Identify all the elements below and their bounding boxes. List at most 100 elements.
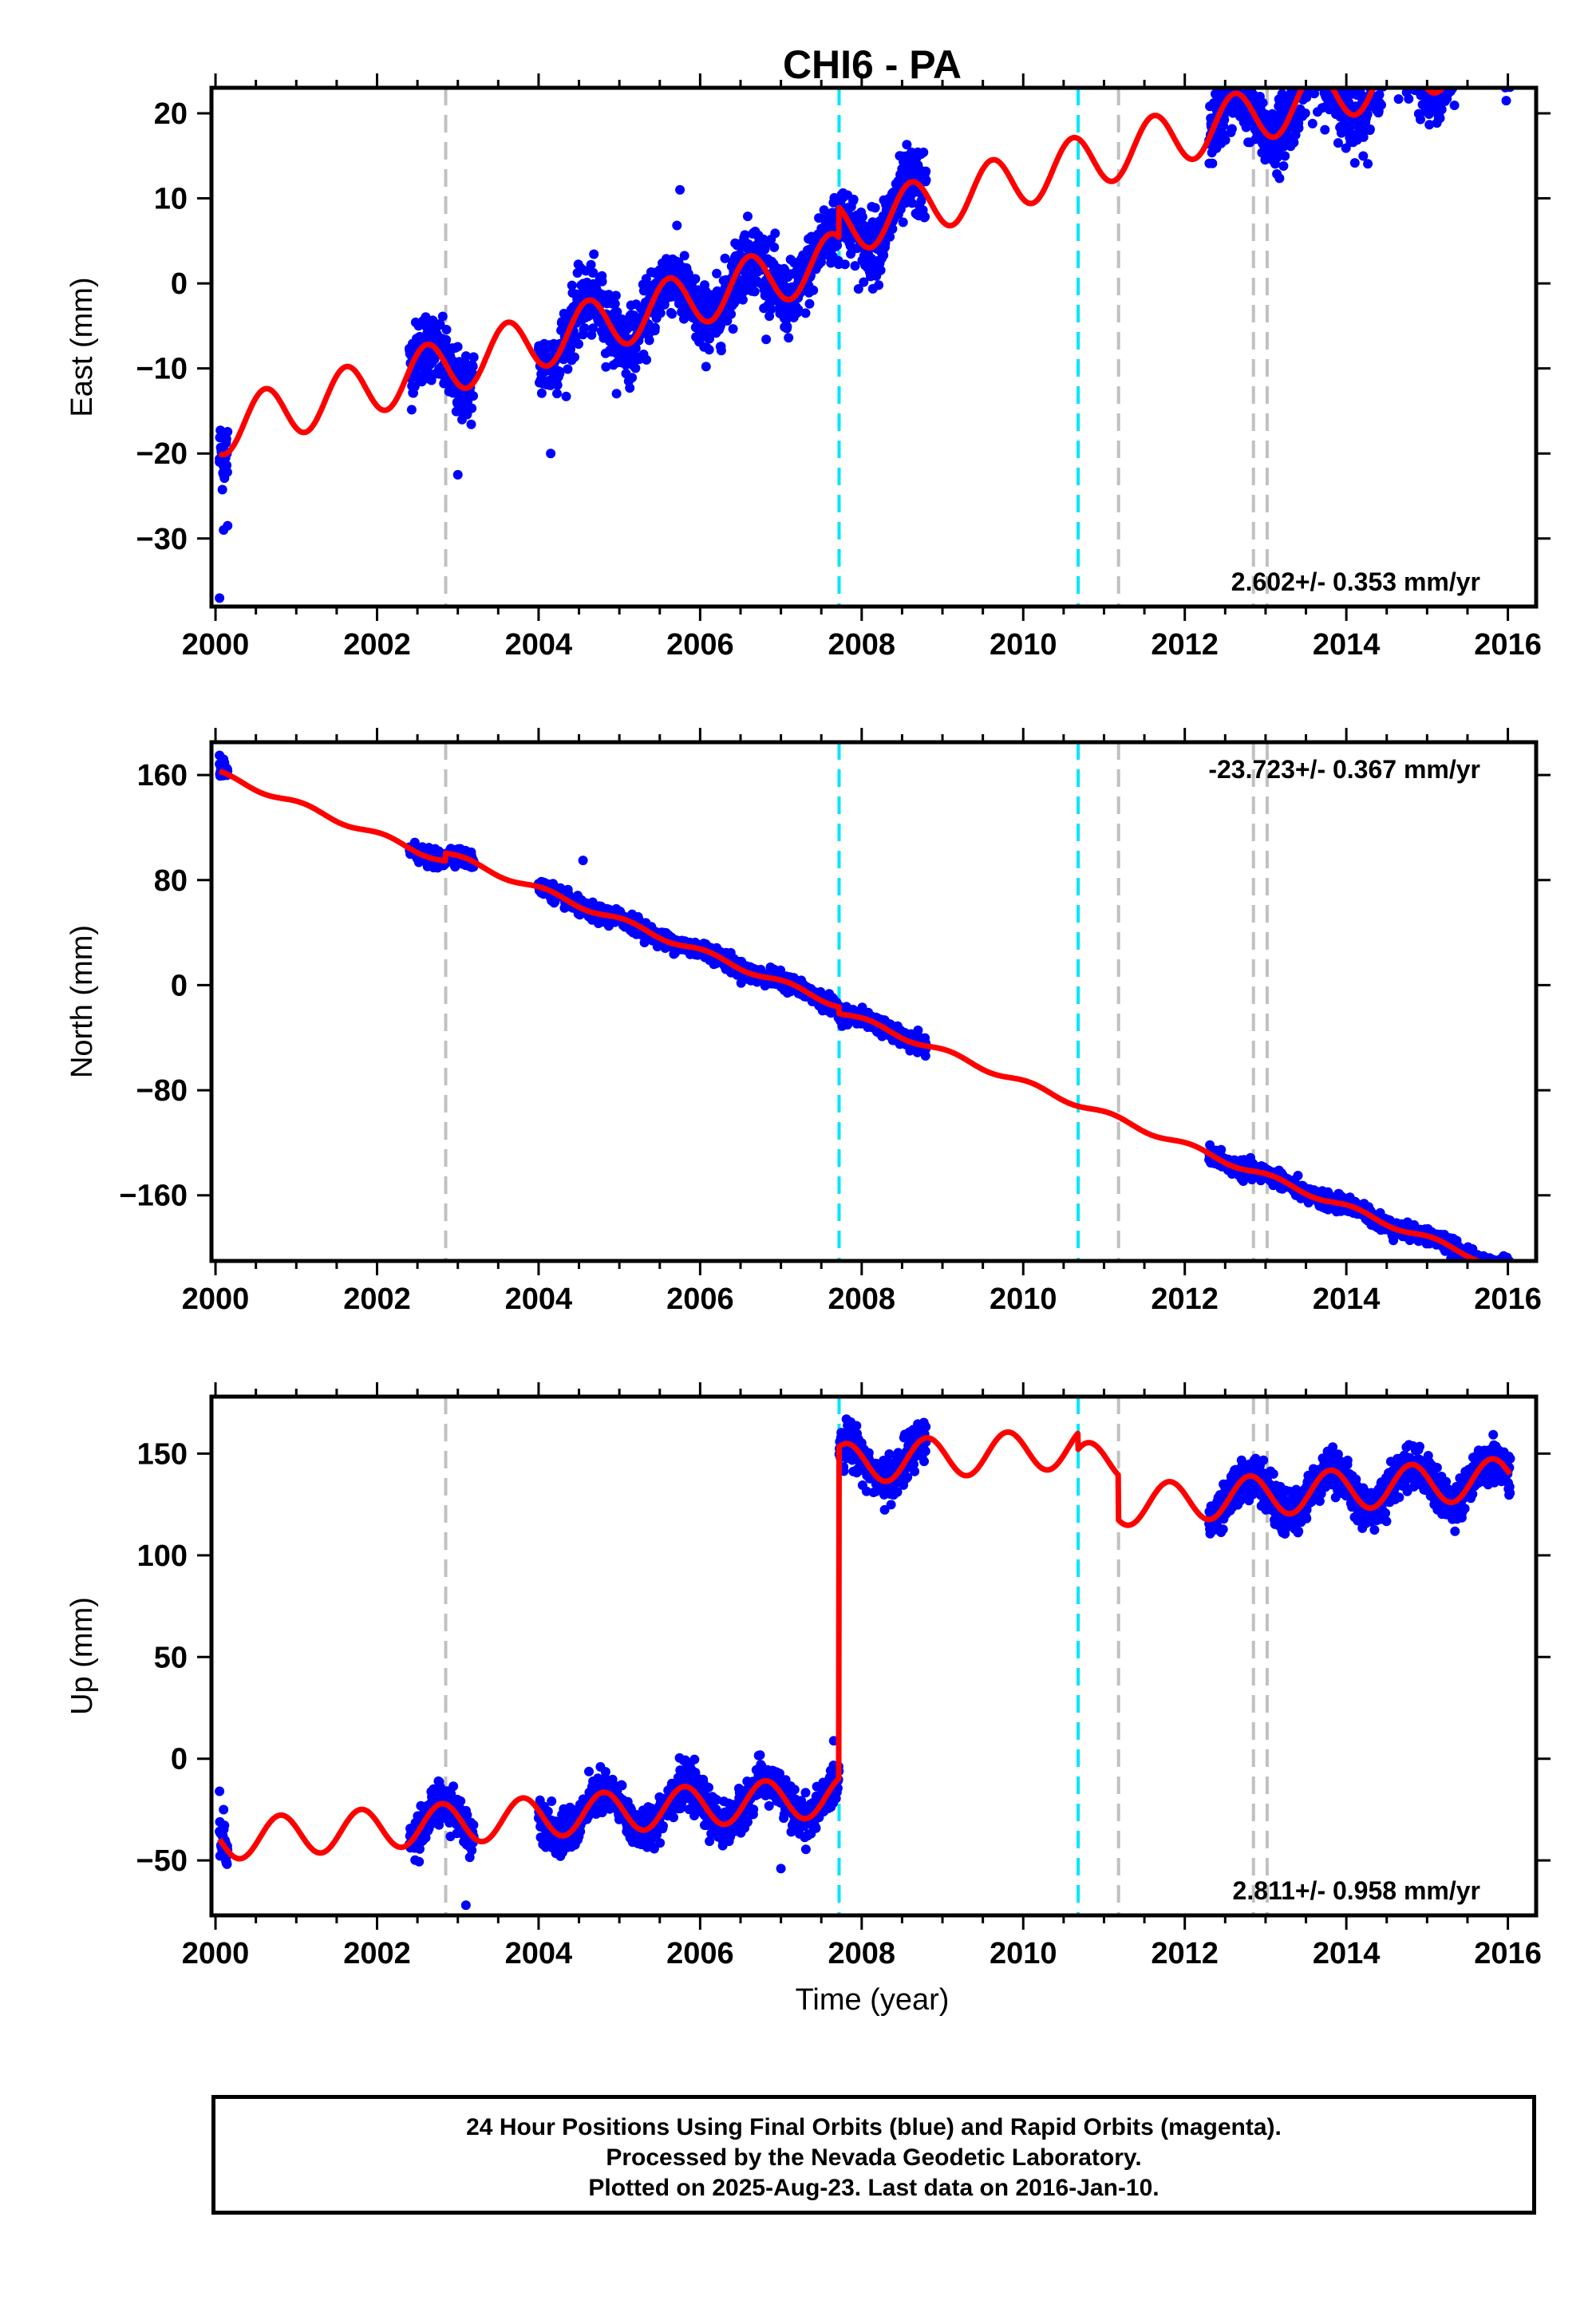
data-point bbox=[536, 388, 547, 398]
data-point bbox=[1438, 72, 1448, 81]
data-point bbox=[918, 147, 929, 157]
data-point bbox=[466, 419, 476, 429]
data-point bbox=[215, 425, 226, 436]
data-point bbox=[1494, 45, 1503, 54]
data-point bbox=[1400, 38, 1409, 47]
data-point bbox=[1398, 65, 1408, 74]
data-point bbox=[1304, 71, 1314, 81]
data-point bbox=[1440, 74, 1449, 84]
data-point bbox=[1461, 22, 1471, 31]
data-point bbox=[1463, 28, 1472, 38]
data-point bbox=[1495, 53, 1505, 63]
data-point bbox=[1436, 105, 1447, 115]
data-point bbox=[1444, 42, 1454, 52]
data-point bbox=[690, 274, 701, 284]
data-point bbox=[1316, 77, 1325, 86]
data-point bbox=[1381, 28, 1390, 38]
data-point bbox=[816, 257, 826, 267]
data-point bbox=[563, 364, 573, 374]
data-point bbox=[1490, 49, 1499, 58]
data-point bbox=[1477, 68, 1487, 77]
data-point bbox=[1389, 65, 1398, 74]
data-point bbox=[1440, 62, 1450, 72]
data-point bbox=[1379, 64, 1389, 73]
data-point bbox=[1487, 37, 1496, 46]
x-tick-label: 2002 bbox=[343, 628, 411, 662]
data-point bbox=[1501, 57, 1511, 66]
data-point bbox=[1493, 60, 1503, 69]
data-point bbox=[1407, 67, 1416, 77]
data-point bbox=[1403, 41, 1412, 50]
data-point bbox=[1302, 64, 1312, 73]
data-point bbox=[1370, 62, 1380, 72]
data-point bbox=[1480, 0, 1490, 8]
data-point bbox=[1216, 1144, 1227, 1155]
data-point bbox=[1258, 97, 1268, 108]
data-point bbox=[1402, 49, 1412, 59]
data-point bbox=[1304, 69, 1314, 79]
data-point bbox=[1483, 34, 1492, 43]
data-point bbox=[1411, 61, 1420, 71]
data-point bbox=[621, 360, 631, 370]
data-point bbox=[898, 217, 908, 227]
data-point bbox=[1471, 29, 1480, 38]
data-point bbox=[1492, 41, 1502, 51]
data-point bbox=[1396, 41, 1406, 50]
data-point bbox=[1424, 66, 1433, 76]
data-point bbox=[1432, 49, 1441, 59]
data-point bbox=[1354, 73, 1364, 82]
data-point bbox=[1504, 71, 1514, 81]
data-point bbox=[887, 223, 898, 234]
data-point bbox=[1390, 73, 1400, 82]
data-point bbox=[1391, 60, 1400, 69]
data-point bbox=[1236, 67, 1246, 77]
data-point bbox=[461, 351, 471, 362]
data-point bbox=[612, 306, 622, 317]
data-point bbox=[1327, 66, 1337, 76]
data-point bbox=[1423, 68, 1432, 77]
data-point bbox=[1442, 59, 1452, 69]
data-point bbox=[804, 298, 815, 309]
data-point bbox=[1436, 73, 1446, 83]
data-point bbox=[586, 259, 596, 270]
x-tick-label: 2012 bbox=[1151, 628, 1219, 662]
data-point bbox=[1433, 73, 1443, 82]
data-point bbox=[1371, 73, 1381, 83]
x-tick-label: 2010 bbox=[990, 628, 1057, 662]
data-point bbox=[857, 211, 867, 222]
data-point bbox=[1446, 75, 1456, 85]
data-point bbox=[1497, 53, 1507, 62]
data-point bbox=[1468, 28, 1477, 38]
data-point bbox=[1318, 77, 1328, 86]
data-point bbox=[1309, 69, 1318, 78]
data-point bbox=[850, 261, 860, 271]
data-point bbox=[1386, 60, 1396, 69]
data-point bbox=[1443, 75, 1452, 85]
data-point bbox=[1325, 40, 1334, 49]
data-point bbox=[1493, 39, 1503, 49]
y-tick-label: 10 bbox=[154, 183, 188, 216]
data-point bbox=[1455, 30, 1464, 39]
data-point bbox=[1311, 41, 1321, 50]
data-point bbox=[601, 362, 611, 372]
data-point bbox=[1404, 93, 1414, 104]
data-point bbox=[675, 184, 685, 195]
y-tick-label: −10 bbox=[136, 353, 188, 386]
data-point bbox=[1403, 77, 1412, 86]
data-point bbox=[1314, 57, 1324, 67]
data-point bbox=[1207, 158, 1218, 168]
data-point bbox=[1460, 51, 1469, 61]
data-point bbox=[1215, 77, 1224, 86]
data-point bbox=[1449, 60, 1459, 69]
data-point bbox=[1476, 36, 1486, 45]
data-point bbox=[1393, 3, 1403, 13]
figure-title: CHI6 - PA bbox=[783, 42, 962, 87]
data-point bbox=[610, 298, 620, 309]
data-point bbox=[1488, 38, 1498, 48]
data-point bbox=[1401, 55, 1411, 65]
data-point bbox=[737, 294, 748, 305]
data-point bbox=[1398, 41, 1408, 51]
data-point bbox=[793, 305, 804, 314]
data-point bbox=[1303, 55, 1313, 65]
